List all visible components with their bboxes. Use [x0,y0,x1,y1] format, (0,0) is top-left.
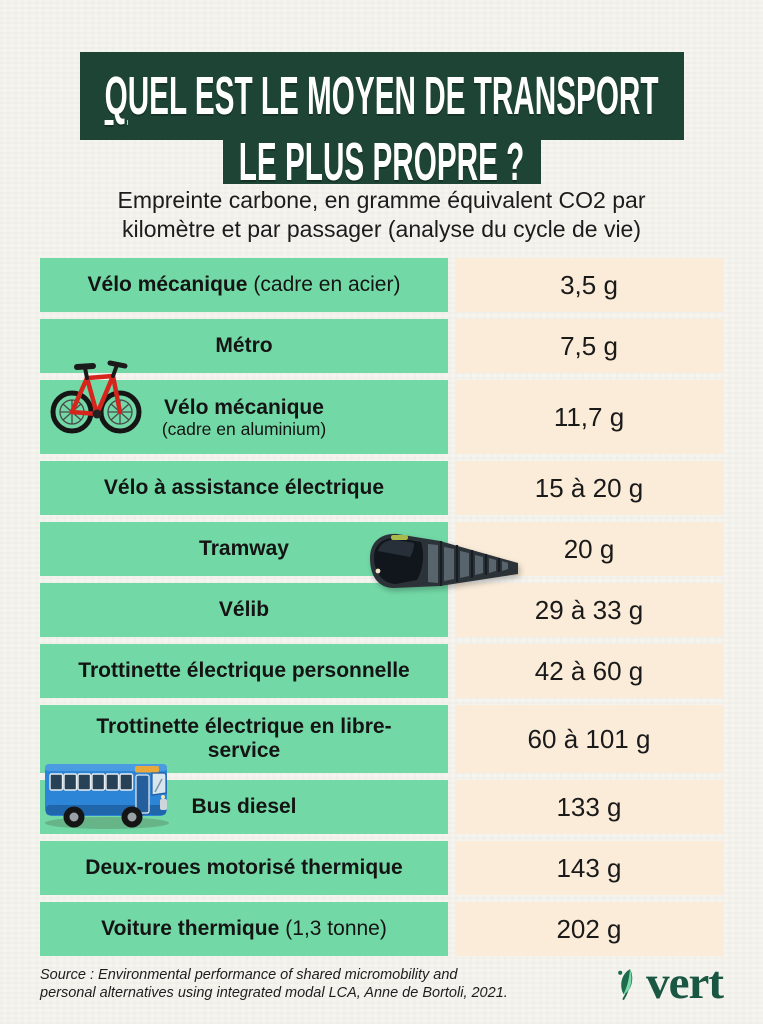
bicycle-image [50,360,142,434]
co2-value-cell: 202 g [455,902,723,956]
transport-label-cell: Voiture thermique (1,3 tonne) [40,902,448,956]
transport-name: Trottinette électrique en libre-service [96,715,392,762]
co2-value-cell: 133 g [455,780,723,834]
co2-value: 42 à 60 g [534,655,644,686]
co2-value-cell: 3,5 g [455,258,723,312]
transport-name: Vélo mécanique [87,273,248,297]
title-first-letter: Q [104,66,128,126]
transport-name: Tramway [199,537,289,561]
table-row: Trottinette électrique personnelle 42 à … [40,644,723,698]
title-rest: UEL EST LE MOYEN DE TRANSPORT [127,66,659,126]
co2-value-cell: 42 à 60 g [455,644,723,698]
transport-name: Métro [215,334,273,358]
co2-value-cell: 11,7 g [455,380,723,454]
table-row: Vélib 29 à 33 g [40,583,723,637]
co2-value: 29 à 33 g [534,594,644,625]
source-citation: Source : Environmental performance of sh… [40,966,508,1002]
leaf-icon [618,968,633,1000]
co2-value-cell: 29 à 33 g [455,583,723,637]
table-row: Vélo mécanique (cadre en aluminium) 11,7… [40,380,723,454]
title-text-line-2: LE PLUS PROPRE ? [238,132,525,192]
title-banner: QUEL EST LE MOYEN DE TRANSPORT LE PLUS P… [0,52,763,192]
transport-detail: (cadre en acier) [253,273,401,297]
source-line-1: Source : Environmental performance of sh… [40,966,458,983]
co2-value-cell: 143 g [455,841,723,895]
co2-value: 7,5 g [560,330,618,361]
co2-value: 20 g [563,533,615,564]
subtitle: Empreinte carbone, en gramme équivalent … [40,186,723,244]
logo-wordmark: vert [646,957,724,1009]
title-line-2: LE PLUS PROPRE ? [222,132,541,192]
transport-name: Vélib [218,598,270,622]
co2-value-cell: 60 à 101 g [455,705,723,773]
co2-value: 11,7 g [553,401,625,432]
transport-label-cell: Vélo mécanique (cadre en acier) [40,258,448,312]
transport-name: Voiture thermique [101,917,280,941]
transport-name: Trottinette électrique personnelle [78,659,410,683]
transport-label-cell: Vélib [40,583,448,637]
transport-table: Vélo mécanique (cadre en acier) 3,5 g Mé… [40,258,723,956]
co2-value: 15 à 20 g [534,472,644,503]
table-row: Métro 7,5 g [40,319,723,373]
transport-label-cell: Vélo à assistance électrique [40,461,448,515]
co2-value: 143 g [556,852,622,883]
tramway-image [370,533,518,588]
transport-detail: (1,3 tonne) [285,917,387,941]
table-row: Voiture thermique (1,3 tonne) 202 g [40,902,723,956]
transport-label-cell: Trottinette électrique en libre-service [40,705,448,773]
title-text-line-1: QUEL EST LE MOYEN DE TRANSPORT [105,65,659,127]
table-row: Trottinette électrique en libre-service … [40,705,723,773]
transport-name: Vélo à assistance électrique [103,476,385,500]
title-line-1: QUEL EST LE MOYEN DE TRANSPORT [79,52,684,140]
transport-label-cell: Deux-roues motorisé thermique [40,841,448,895]
transport-name: Bus diesel [191,795,297,819]
co2-value: 202 g [556,913,622,944]
co2-value: 3,5 g [560,269,618,300]
table-row: Vélo à assistance électrique 15 à 20 g [40,461,723,515]
vert-logo: vert [616,957,724,1009]
subtitle-line-2: kilomètre et par passager (analyse du cy… [121,216,642,242]
subtitle-line-1: Empreinte carbone, en gramme équivalent … [117,187,646,213]
footer: Source : Environmental performance of sh… [40,957,724,1009]
transport-name: Deux-roues motorisé thermique [85,856,403,880]
transport-label-cell: Trottinette électrique personnelle [40,644,448,698]
table-row: Deux-roues motorisé thermique 143 g [40,841,723,895]
transport-name: Vélo mécanique [164,396,324,420]
co2-value-cell: 15 à 20 g [455,461,723,515]
transport-detail: (cadre en aluminium) [161,418,327,439]
co2-value: 60 à 101 g [527,723,651,754]
co2-value-cell: 7,5 g [455,319,723,373]
source-line-2: personal alternatives using integrated m… [40,984,508,1001]
table-row: Vélo mécanique (cadre en acier) 3,5 g [40,258,723,312]
bus-image [45,764,169,829]
co2-value: 133 g [556,791,622,822]
